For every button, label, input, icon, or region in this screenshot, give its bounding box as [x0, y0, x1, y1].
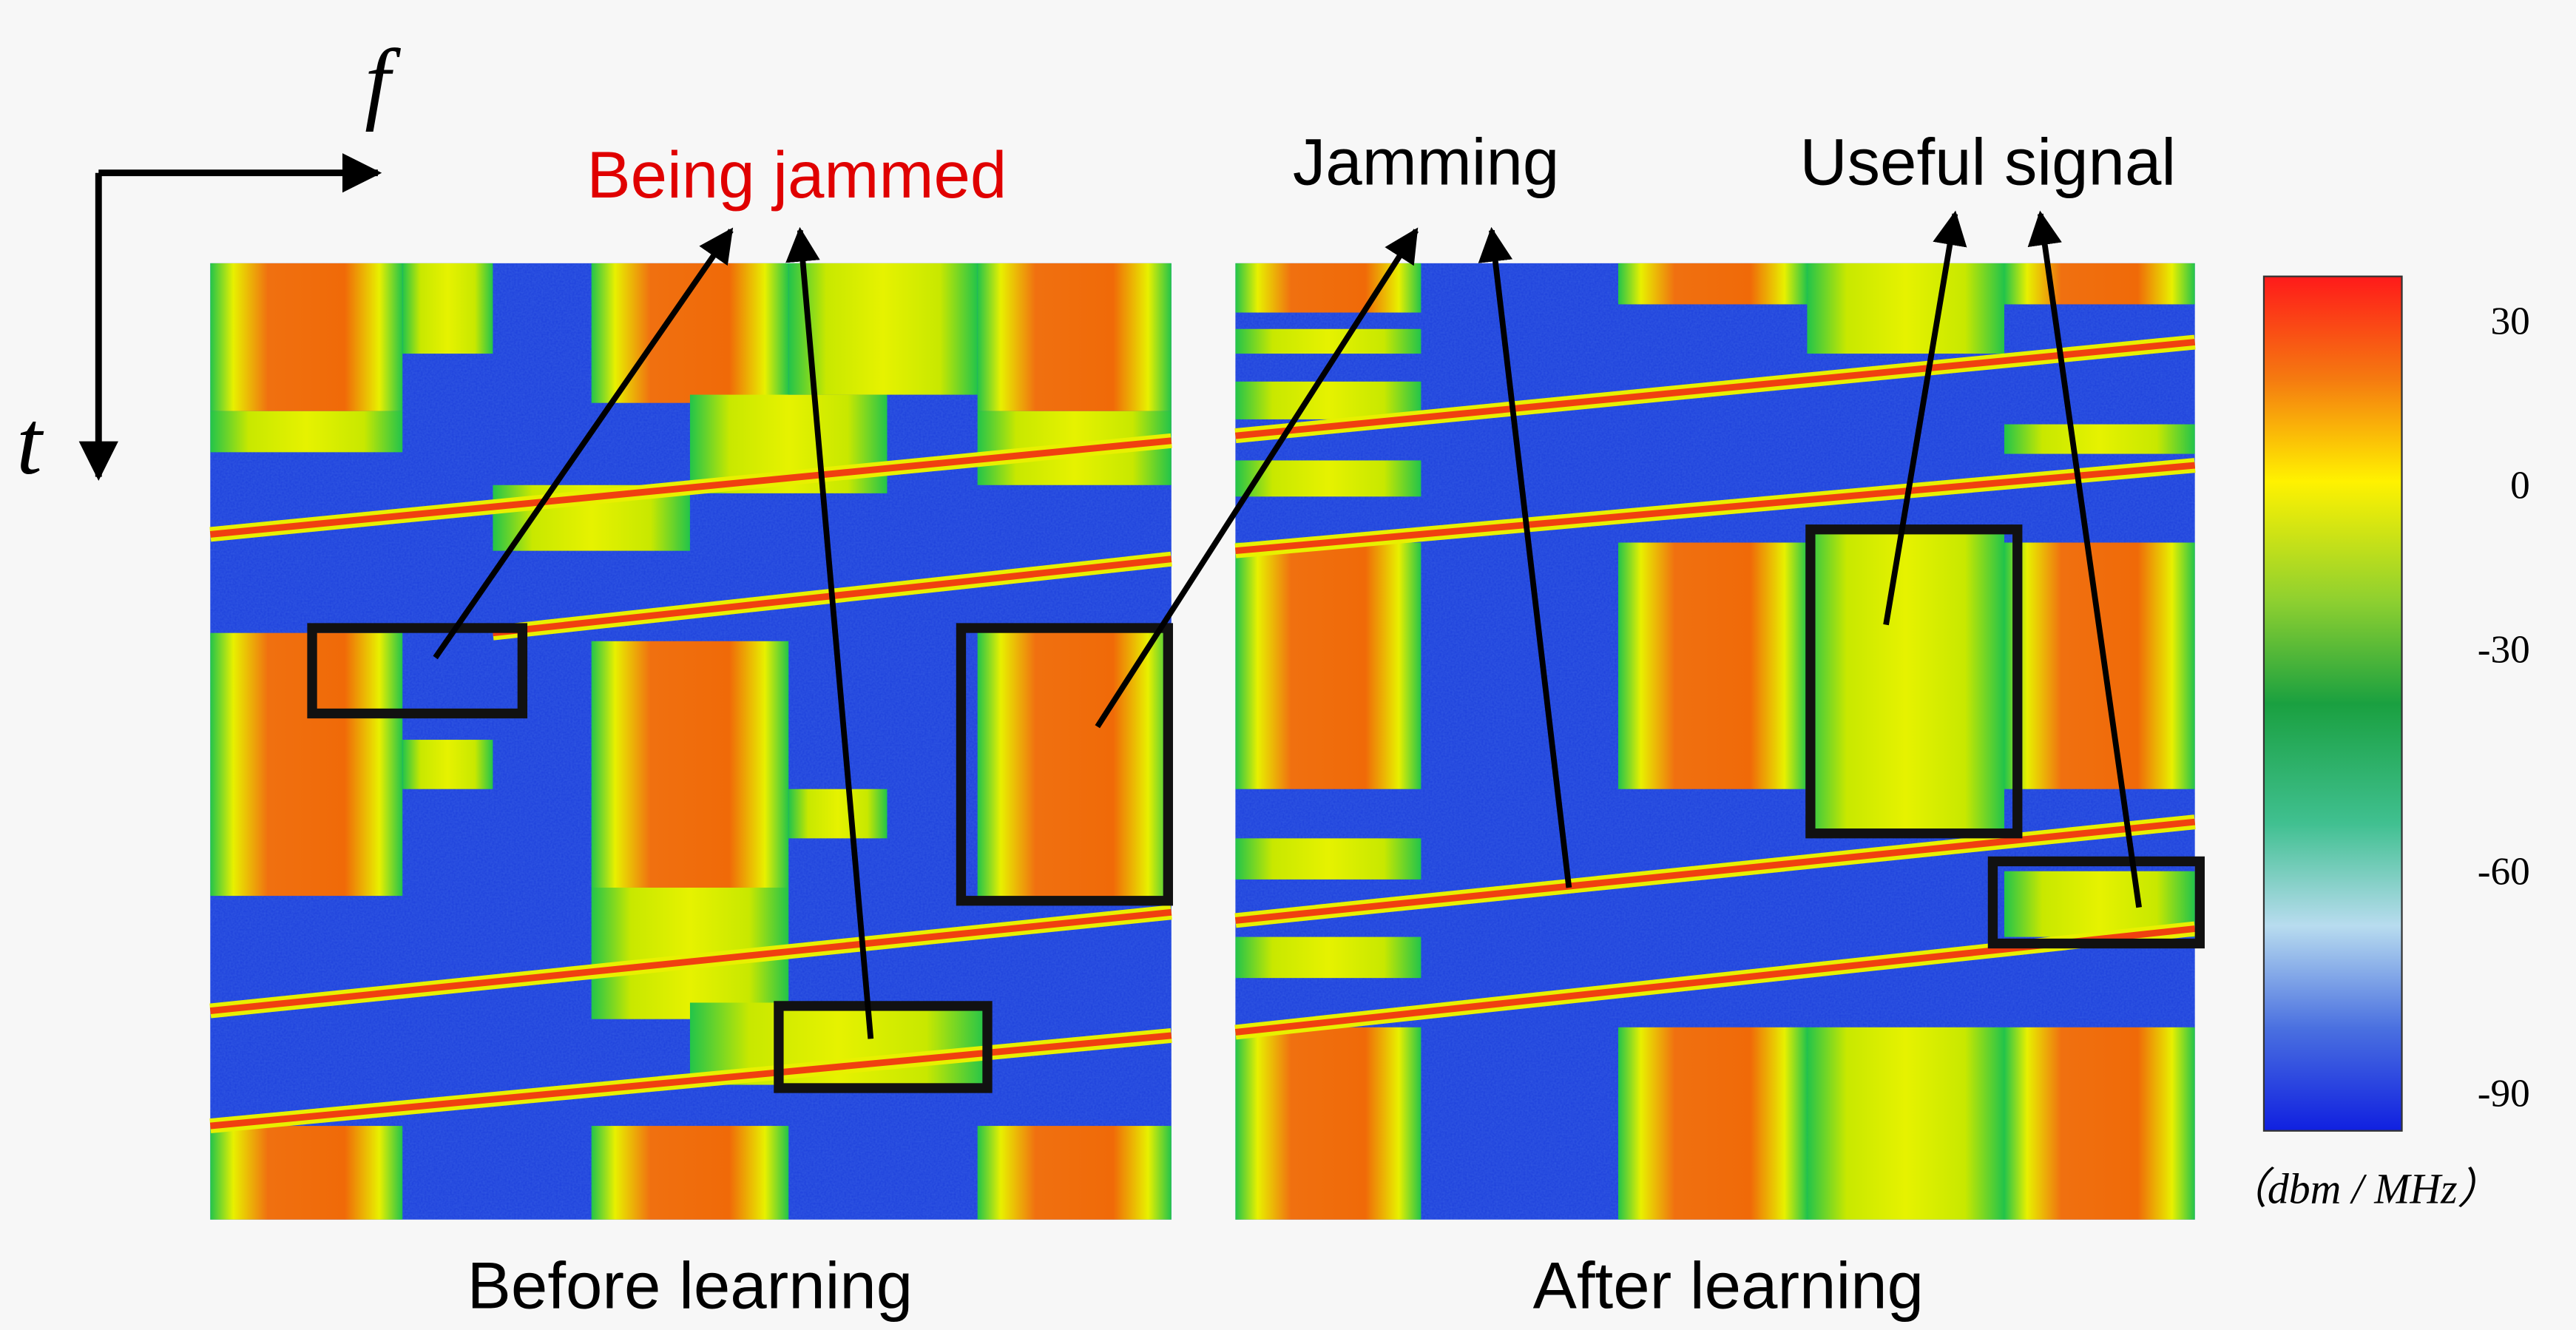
frequency-label: f — [365, 30, 401, 132]
sweep-jamming — [1234, 818, 2196, 924]
pointer-arrow — [2027, 210, 2142, 908]
highlight-box — [307, 623, 528, 719]
pointer-arrow — [785, 226, 874, 1039]
pointer-arrow — [1883, 210, 1967, 626]
signal-block — [788, 263, 978, 395]
signal-block — [210, 263, 403, 411]
sweep-jamming — [1235, 462, 2196, 555]
signal-block — [1235, 328, 1421, 354]
signal-block — [1807, 526, 2004, 831]
highlight-box — [956, 623, 1174, 906]
signal-block — [1235, 1027, 1421, 1220]
panel-caption: After learning — [1533, 1249, 1924, 1323]
signal-block — [1235, 838, 1421, 880]
signal-block — [2004, 424, 2195, 454]
colorbar — [2262, 275, 2403, 1132]
sweep-jamming — [209, 1032, 1172, 1130]
colorbar-tick-label: -60 — [2478, 849, 2530, 894]
signal-block — [591, 641, 789, 888]
signal-block — [1617, 263, 1808, 305]
colorbar-unit: （dbm / MHz） — [2225, 1166, 2500, 1212]
signal-block — [1235, 381, 1421, 419]
annotation: Jamming — [1293, 125, 1559, 198]
signal-block — [591, 263, 789, 403]
highlight-box — [1987, 856, 2205, 949]
pointer-arrow — [433, 227, 734, 660]
signal-block — [1235, 542, 1421, 789]
signal-block — [1235, 936, 1421, 979]
signal-block — [977, 624, 1172, 905]
signal-block — [591, 1126, 789, 1220]
signal-block — [1617, 542, 1808, 789]
signal-block — [210, 632, 403, 897]
sweep-jamming — [209, 908, 1172, 1015]
signal-block — [1807, 1027, 2004, 1220]
signal-block — [788, 789, 888, 839]
panel-caption: Before learning — [467, 1249, 913, 1323]
signal-block — [1617, 1027, 1808, 1220]
sweep-jamming — [209, 437, 1172, 538]
spectrograms — [209, 210, 2205, 1220]
signal-block — [977, 263, 1172, 411]
colorbar-tick-label: -30 — [2478, 627, 2530, 672]
signal-block — [210, 1126, 403, 1220]
colorbar-tick-label: 0 — [2510, 463, 2530, 507]
signal-block — [2004, 1027, 2195, 1220]
time-label: t — [16, 391, 44, 493]
signal-block — [402, 263, 493, 354]
annotation: Useful signal — [1799, 125, 2176, 198]
annotation: Being jammed — [586, 138, 1007, 212]
signal-block — [210, 411, 403, 453]
highlight-box — [774, 1001, 993, 1093]
signal-block — [402, 740, 493, 789]
sweep-jamming — [1234, 339, 2196, 439]
signal-block — [1807, 263, 2004, 354]
colorbar-tick-label: 30 — [2491, 298, 2530, 342]
signal-block — [977, 1126, 1172, 1220]
colorbar-tick-label: -90 — [2478, 1070, 2530, 1115]
signal-block — [2004, 263, 2195, 305]
pointer-arrow — [1095, 227, 1419, 729]
signal-block — [2004, 542, 2195, 789]
pointer-arrow — [1478, 226, 1572, 888]
highlight-box — [1805, 524, 2023, 839]
